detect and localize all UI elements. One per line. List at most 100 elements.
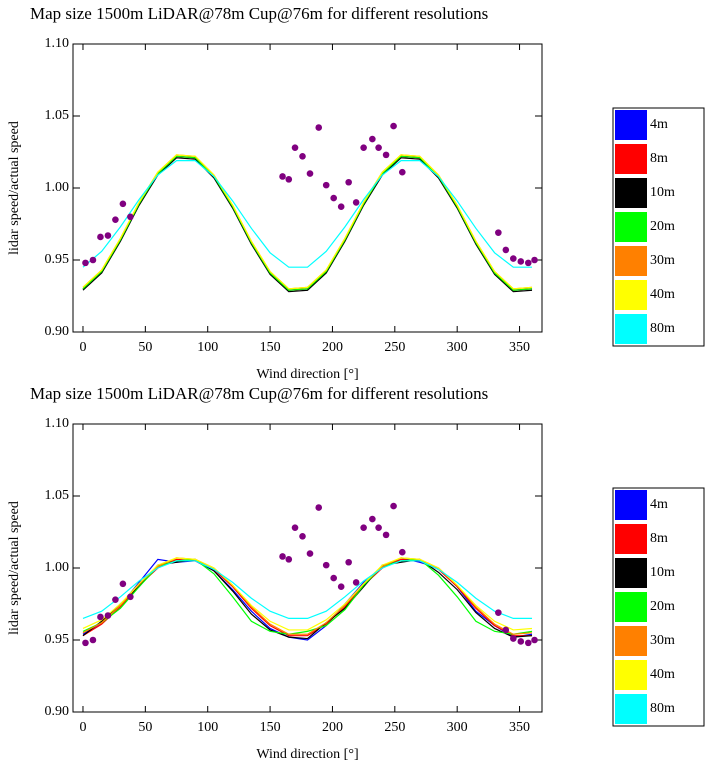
legend-swatch bbox=[615, 110, 647, 140]
data-point bbox=[360, 524, 367, 531]
legend-label: 30m bbox=[650, 253, 675, 268]
y-tick-label: 1.00 bbox=[45, 560, 70, 575]
y-tick-label: 1.05 bbox=[45, 108, 70, 123]
data-point bbox=[531, 636, 538, 644]
data-point bbox=[495, 609, 502, 616]
data-point bbox=[495, 229, 502, 236]
x-tick-label: 200 bbox=[322, 720, 343, 735]
data-point bbox=[112, 596, 119, 603]
data-point bbox=[382, 531, 390, 539]
series-line bbox=[82, 160, 533, 268]
x-tick-label: 0 bbox=[79, 340, 86, 355]
data-point bbox=[285, 176, 293, 183]
data-point bbox=[315, 504, 323, 511]
legend-swatch bbox=[615, 524, 647, 554]
y-axis-label: lidar speed/actual speed bbox=[7, 121, 22, 255]
legend-swatch bbox=[615, 314, 647, 344]
x-tick-label: 300 bbox=[447, 720, 468, 735]
legend-label: 4m bbox=[650, 497, 668, 512]
data-point bbox=[322, 181, 330, 189]
legend-swatch bbox=[615, 212, 647, 242]
x-axis-label: Wind direction [°] bbox=[256, 747, 358, 762]
series-line bbox=[82, 560, 533, 619]
data-point bbox=[360, 144, 367, 151]
plot-frame bbox=[72, 43, 543, 333]
data-point bbox=[119, 200, 127, 208]
legend-swatch bbox=[615, 660, 647, 690]
data-point bbox=[382, 151, 390, 159]
legend-label: 30m bbox=[650, 633, 675, 648]
data-point bbox=[352, 579, 360, 586]
data-point bbox=[279, 173, 286, 180]
legend-label: 10m bbox=[650, 185, 675, 200]
data-point bbox=[97, 613, 104, 621]
legend-swatch bbox=[615, 592, 647, 622]
legend-label: 20m bbox=[650, 599, 675, 614]
chart: Map size 1500m LiDAR@78m Cup@76m for dif… bbox=[7, 4, 705, 382]
data-point bbox=[119, 580, 127, 588]
series-line bbox=[82, 155, 533, 291]
data-point bbox=[112, 216, 119, 223]
plot-frame bbox=[72, 423, 543, 713]
legend-swatch bbox=[615, 280, 647, 310]
chart-title: Map size 1500m LiDAR@78m Cup@76m for dif… bbox=[30, 4, 488, 23]
data-point bbox=[337, 583, 345, 591]
data-point bbox=[82, 259, 89, 267]
y-tick-label: 1.05 bbox=[45, 488, 70, 503]
data-point bbox=[337, 203, 345, 211]
data-point bbox=[524, 259, 532, 267]
data-point bbox=[375, 524, 382, 531]
data-point bbox=[291, 144, 299, 151]
legend-label: 10m bbox=[650, 565, 675, 580]
data-point bbox=[502, 626, 510, 634]
data-point bbox=[330, 194, 337, 202]
legend-label: 40m bbox=[650, 287, 675, 302]
x-tick-label: 200 bbox=[322, 340, 343, 355]
x-tick-label: 150 bbox=[260, 720, 281, 735]
data-point bbox=[104, 612, 112, 619]
data-point bbox=[517, 258, 525, 265]
data-point bbox=[306, 550, 314, 557]
data-point bbox=[517, 638, 525, 645]
data-point bbox=[531, 256, 538, 264]
y-tick-label: 0.90 bbox=[45, 324, 70, 339]
x-tick-label: 100 bbox=[197, 720, 218, 735]
data-point bbox=[369, 135, 376, 143]
data-point bbox=[285, 556, 293, 563]
x-tick-label: 50 bbox=[138, 720, 152, 735]
data-point bbox=[390, 502, 397, 510]
legend-swatch bbox=[615, 144, 647, 174]
x-tick-label: 350 bbox=[509, 340, 530, 355]
legend-swatch bbox=[615, 558, 647, 588]
legend-swatch bbox=[615, 626, 647, 656]
data-point bbox=[345, 558, 352, 566]
legend-label: 4m bbox=[650, 117, 668, 132]
chart-title: Map size 1500m LiDAR@78m Cup@76m for dif… bbox=[30, 384, 488, 403]
y-tick-label: 1.10 bbox=[45, 416, 70, 431]
data-point bbox=[398, 168, 406, 176]
data-point bbox=[369, 515, 376, 523]
legend-label: 8m bbox=[650, 531, 668, 546]
y-tick-label: 1.00 bbox=[45, 180, 70, 195]
data-point bbox=[97, 233, 104, 241]
series-line bbox=[82, 558, 533, 640]
x-tick-label: 150 bbox=[260, 340, 281, 355]
data-point bbox=[127, 593, 134, 601]
y-tick-label: 0.95 bbox=[45, 252, 70, 267]
y-tick-label: 0.90 bbox=[45, 704, 70, 719]
series-line bbox=[82, 157, 533, 293]
data-point bbox=[291, 524, 299, 531]
data-point bbox=[375, 144, 382, 151]
y-tick-label: 1.10 bbox=[45, 36, 70, 51]
x-tick-label: 250 bbox=[384, 720, 405, 735]
x-tick-label: 50 bbox=[138, 340, 152, 355]
data-point bbox=[322, 561, 330, 569]
x-tick-label: 300 bbox=[447, 340, 468, 355]
data-point bbox=[330, 574, 337, 582]
series-line bbox=[82, 154, 533, 290]
x-tick-label: 350 bbox=[509, 720, 530, 735]
series-line bbox=[82, 558, 533, 637]
x-tick-label: 250 bbox=[384, 340, 405, 355]
legend-swatch bbox=[615, 178, 647, 208]
